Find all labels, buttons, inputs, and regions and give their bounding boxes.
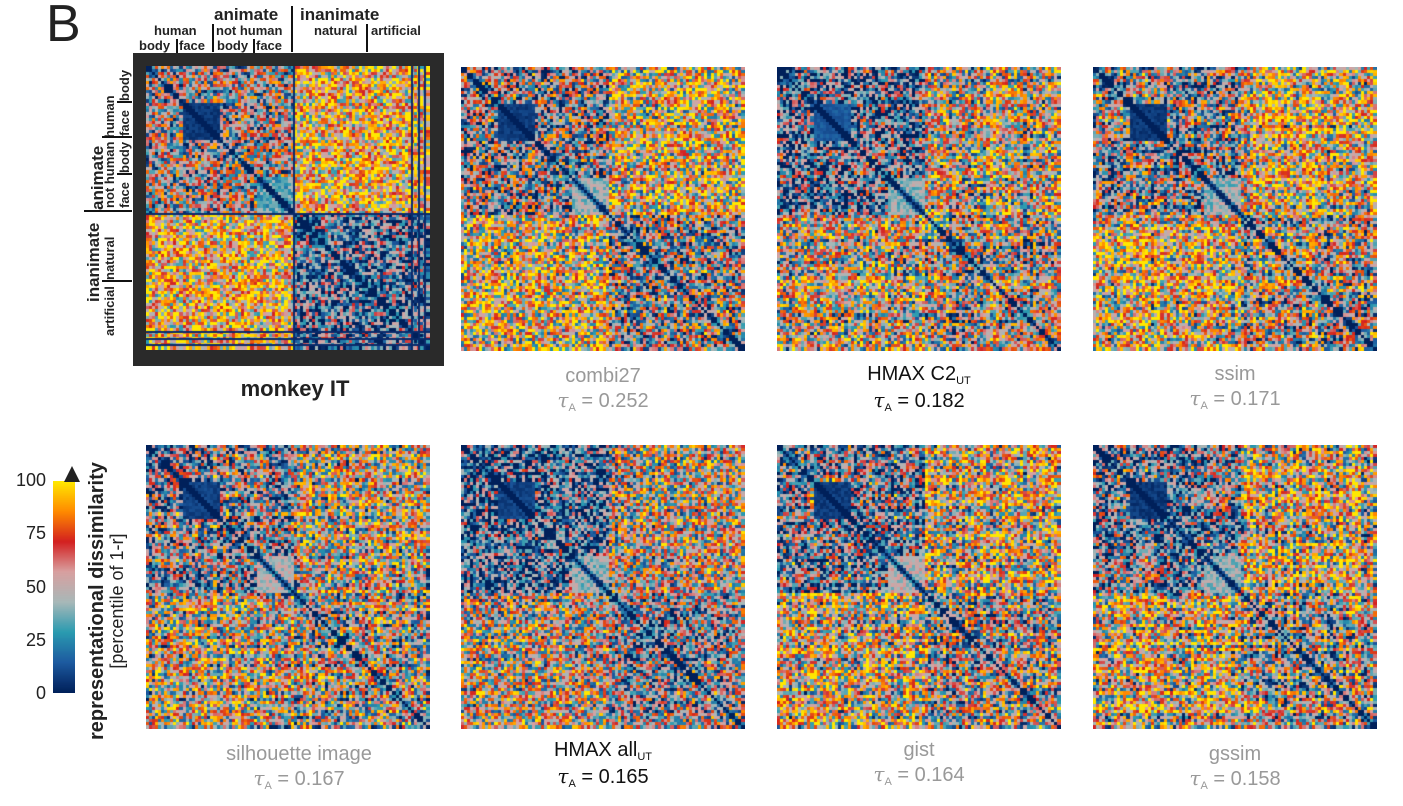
- caption-name-subscript: UT: [956, 375, 971, 387]
- side-label-not-human: not human: [102, 141, 117, 208]
- top-label-human: human: [154, 23, 197, 38]
- caption-ssim: ssim τA = 0.171: [1090, 362, 1380, 413]
- top-label-inanimate: inanimate: [300, 5, 380, 24]
- caption-gist: gist τA = 0.164: [774, 738, 1064, 789]
- side-divider-human: [102, 136, 132, 138]
- side-label-body-1: body: [117, 69, 132, 101]
- rdm-hmax-c2ut: [777, 67, 1061, 351]
- top-divider-natural: [366, 24, 368, 52]
- top-divider-human: [212, 24, 214, 52]
- side-divider-bf-1: [117, 101, 132, 103]
- side-divider-natural: [102, 280, 132, 282]
- caption-name: silhouette image: [226, 743, 372, 765]
- caption-name-subscript: UT: [637, 751, 653, 763]
- tau-value: = 0.167: [277, 768, 345, 790]
- colorbar-label-line1: representational dissimilarity: [86, 462, 108, 740]
- rdm-monkey-it: [146, 66, 430, 350]
- side-label-human: human: [102, 95, 117, 138]
- caption-name: gssim: [1208, 743, 1262, 765]
- tau-subscript: A: [568, 778, 576, 791]
- colorbar-tick-50: 50: [25, 577, 46, 597]
- side-label-inanimate: inanimate: [84, 222, 103, 302]
- top-label-face-2: face: [256, 38, 283, 53]
- colorbar: [53, 481, 75, 693]
- tau-subscript: A: [568, 402, 576, 414]
- tau-subscript: A: [884, 402, 892, 415]
- side-divider-bf-2: [117, 173, 132, 175]
- side-label-natural: natural: [102, 236, 117, 280]
- tau-symbol: τ: [1189, 766, 1201, 790]
- panel-letter: B: [46, 0, 81, 53]
- colorbar-tick-0: 0: [35, 683, 46, 703]
- caption-name: HMAX all: [553, 739, 638, 761]
- caption-name: monkey IT: [240, 376, 350, 401]
- top-label-face-1: face: [179, 38, 206, 53]
- tau-symbol: τ: [873, 762, 885, 786]
- tau-value: = 0.165: [581, 766, 649, 789]
- top-label-natural: natural: [314, 23, 358, 38]
- top-label-artificial: artificial: [371, 23, 421, 38]
- caption-hmax-allut: HMAX allUT τA = 0.165: [458, 738, 748, 791]
- tau-subscript: A: [1200, 780, 1208, 792]
- rdm-hmax-allut: [461, 445, 745, 729]
- tau-symbol: τ: [873, 388, 885, 413]
- rdm-gssim: [1093, 445, 1377, 729]
- top-divider-animate: [291, 6, 293, 52]
- colorbar-tick-100: 100: [15, 470, 46, 490]
- top-label-body-1: body: [139, 38, 171, 53]
- top-label-animate: animate: [214, 5, 279, 24]
- side-label-face-2: face: [117, 181, 132, 208]
- side-label-artificial: artificial: [102, 286, 117, 336]
- caption-gssim: gssim τA = 0.158: [1090, 742, 1380, 793]
- colorbar-axis-label: representational dissimilarity [percenti…: [86, 462, 128, 740]
- tau-subscript: A: [1200, 400, 1208, 412]
- tau-symbol: τ: [557, 388, 569, 412]
- caption-name: combi27: [565, 365, 641, 387]
- top-label-not-human: not human: [216, 23, 283, 38]
- colorbar-arrow-icon: [64, 466, 80, 482]
- tau-value: = 0.164: [897, 764, 965, 786]
- side-label-body-2: body: [117, 141, 132, 173]
- top-divider-body-face-2: [253, 39, 255, 53]
- tau-value: = 0.158: [1213, 768, 1281, 790]
- tau-symbol: τ: [253, 766, 265, 790]
- tau-value: = 0.171: [1213, 388, 1281, 410]
- top-divider-body-face-1: [176, 39, 178, 53]
- caption-combi27: combi27 τA = 0.252: [458, 364, 748, 415]
- caption-hmax-c2ut: HMAX C2UT τA = 0.182: [774, 362, 1064, 415]
- rdm-silhouette-image: [146, 445, 430, 729]
- tau-subscript: A: [884, 776, 892, 788]
- colorbar-label-line2: [percentile of 1-r]: [107, 533, 127, 669]
- tau-value: = 0.252: [581, 390, 649, 412]
- caption-name: gist: [903, 739, 935, 761]
- rdm-gist: [777, 445, 1061, 729]
- tau-symbol: τ: [557, 764, 569, 789]
- rdm-ssim: [1093, 67, 1377, 351]
- tau-subscript: A: [264, 780, 272, 792]
- colorbar-tick-25: 25: [25, 630, 46, 650]
- rdm-combi27: [461, 67, 745, 351]
- side-divider-animate: [84, 210, 132, 212]
- top-label-body-2: body: [217, 38, 249, 53]
- tau-value: = 0.182: [897, 390, 965, 413]
- caption-silhouette-image: silhouette image τA = 0.167: [154, 742, 444, 793]
- colorbar-tick-75: 75: [25, 523, 46, 543]
- tau-symbol: τ: [1189, 386, 1201, 410]
- side-label-face-1: face: [117, 109, 132, 136]
- caption-monkey-it: monkey IT: [150, 376, 440, 402]
- caption-name: ssim: [1214, 363, 1256, 385]
- caption-name: HMAX C2: [867, 363, 957, 385]
